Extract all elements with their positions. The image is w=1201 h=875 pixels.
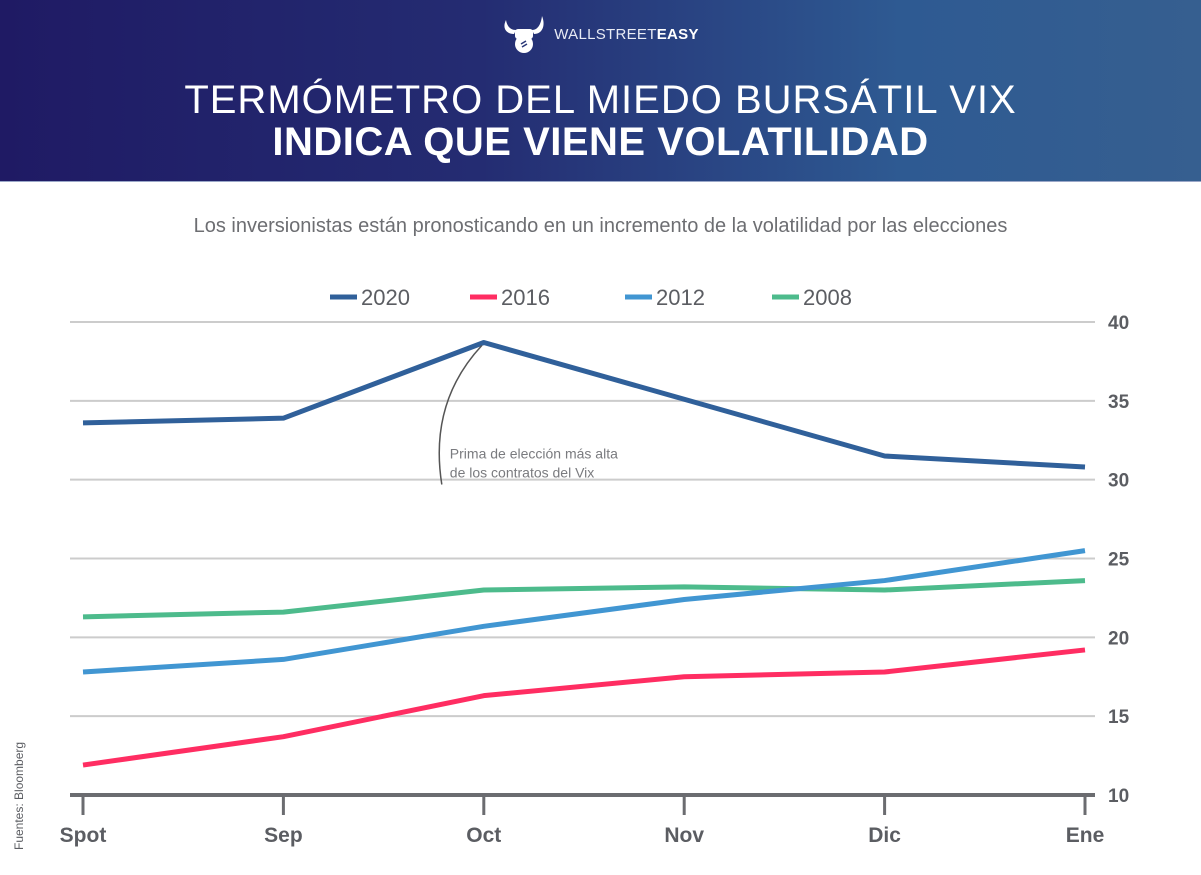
- legend-item-2016: 2016: [470, 285, 550, 310]
- legend-label: 2008: [803, 285, 852, 310]
- legend: 2020 2016 2012 2008: [330, 285, 852, 310]
- y-axis-ticks: 10 15 20 25 30 35 40: [1108, 313, 1130, 807]
- brand-name: WALLSTREETEASY: [554, 25, 699, 43]
- legend-item-2008: 2008: [772, 285, 852, 310]
- gridlines: [70, 321, 1095, 718]
- series-line-2020: [82, 339, 1086, 470]
- title-line-2: INDICA QUE VIENE VOLATILIDAD: [272, 120, 929, 164]
- annotation-text-line-2: de los contratos del Vix: [450, 464, 595, 480]
- title-line-1: TERMÓMETRO DEL MIEDO BURSÁTIL VIX: [184, 78, 1017, 122]
- legend-item-2020: 2020: [330, 285, 410, 310]
- x-tick-label: Nov: [664, 824, 704, 847]
- annotation-connector: [438, 344, 483, 485]
- y-tick-label: 25: [1108, 550, 1130, 571]
- header-banner: WALLSTREETEASY TERMÓMETRO DEL MIEDO BURS…: [0, 0, 1201, 182]
- annotation-text-line-1: Prima de elección más alta: [450, 445, 618, 461]
- chart-subtitle: Los inversionistas están pronosticando e…: [193, 215, 1008, 237]
- x-tick-label: Oct: [466, 824, 501, 847]
- y-tick-label: 30: [1108, 471, 1129, 492]
- x-tick-label: Sep: [264, 824, 303, 847]
- y-tick-label: 10: [1108, 786, 1129, 807]
- y-tick-label: 35: [1108, 392, 1130, 413]
- x-axis: Spot Sep Oct Nov Dic Ene: [60, 793, 1105, 847]
- x-tick-label: Spot: [60, 824, 107, 847]
- brand-logo: WALLSTREETEASY: [0, 14, 1201, 54]
- series-line-2012: [82, 548, 1086, 675]
- series-lines: [82, 339, 1086, 768]
- series-line-2008: [82, 578, 1086, 620]
- legend-item-2012: 2012: [625, 285, 705, 310]
- series-line-2016: [82, 647, 1086, 768]
- y-tick-label: 20: [1108, 628, 1129, 649]
- legend-label: 2012: [656, 285, 705, 310]
- x-tick-label: Ene: [1066, 824, 1105, 847]
- bull-horns-fist-icon: [504, 16, 544, 53]
- legend-label: 2020: [361, 285, 410, 310]
- x-tick-label: Dic: [868, 824, 901, 847]
- y-tick-label: 40: [1108, 313, 1129, 334]
- y-tick-label: 15: [1108, 707, 1130, 728]
- annotation: Prima de elección más alta de los contrat…: [438, 344, 618, 485]
- legend-label: 2016: [501, 285, 550, 310]
